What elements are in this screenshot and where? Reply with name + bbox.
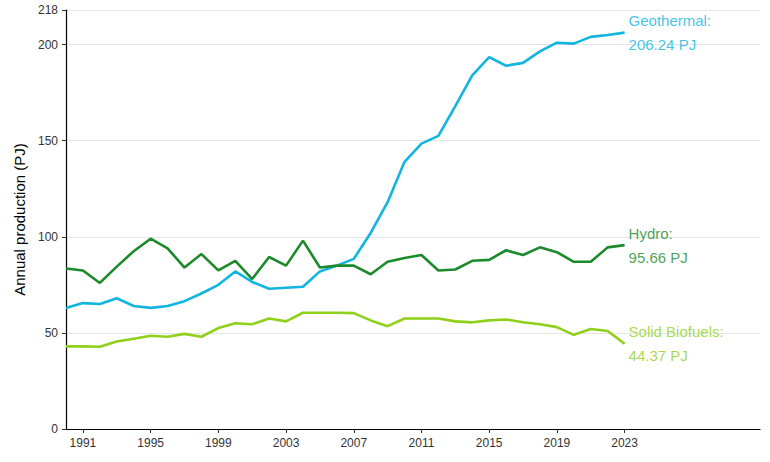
svg-text:200: 200 <box>38 38 58 52</box>
svg-text:Annual production (PJ): Annual production (PJ) <box>11 143 28 296</box>
svg-text:95.66 PJ: 95.66 PJ <box>629 249 688 266</box>
svg-text:Geothermal:: Geothermal: <box>629 12 712 29</box>
svg-text:100: 100 <box>38 230 58 244</box>
svg-text:2003: 2003 <box>273 436 300 450</box>
svg-text:2007: 2007 <box>340 436 367 450</box>
svg-text:44.37 PJ: 44.37 PJ <box>629 347 688 364</box>
svg-text:0: 0 <box>51 422 58 436</box>
svg-text:1999: 1999 <box>205 436 232 450</box>
svg-text:50: 50 <box>45 326 59 340</box>
svg-text:Hydro:: Hydro: <box>629 225 673 242</box>
svg-text:1995: 1995 <box>137 436 164 450</box>
svg-text:2019: 2019 <box>544 436 571 450</box>
svg-text:2011: 2011 <box>409 436 435 450</box>
svg-text:218: 218 <box>38 3 58 17</box>
svg-text:1991: 1991 <box>70 436 97 450</box>
svg-text:150: 150 <box>38 134 58 148</box>
svg-text:Solid Biofuels:: Solid Biofuels: <box>629 323 724 340</box>
svg-text:2023: 2023 <box>611 436 638 450</box>
svg-text:206.24 PJ: 206.24 PJ <box>629 36 697 53</box>
svg-text:2015: 2015 <box>476 436 503 450</box>
